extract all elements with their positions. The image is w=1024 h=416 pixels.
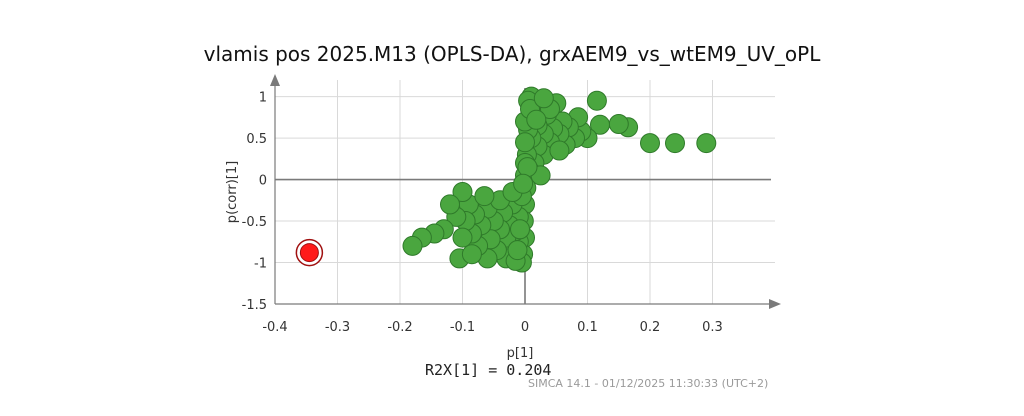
y-tick-labels: 1 0.5 0 -0.5 -1 -1.5 [242,91,267,313]
highlight-point [299,243,319,263]
data-point [452,227,473,248]
y-tick-label: -0.5 [242,215,267,230]
y-tick-label: 0.5 [246,132,267,147]
data-point [507,240,528,261]
y-tick-label: 1 [259,91,267,106]
data-point [515,132,535,153]
y-axis-arrow [270,74,280,86]
x-tick-labels: -0.4 -0.3 -0.2 -0.1 0 0.1 0.2 0.3 [262,320,723,335]
data-point [513,173,534,194]
data-point [549,140,570,161]
x-tick-label: -0.4 [262,320,287,335]
y-tick-label: 0 [259,174,267,189]
data-point [517,157,538,178]
data-point [640,133,660,154]
x-axis-arrow [769,299,781,309]
x-tick-label: -0.3 [325,320,350,335]
x-tick-label: 0.1 [577,320,598,335]
highlighted-points [295,238,324,267]
r2x-annotation: R2X[1] = 0.204 [425,361,551,379]
chart-title: vlamis pos 2025.M13 (OPLS-DA), grxAEM9_v… [204,42,822,66]
data-point [533,88,554,109]
data-points [402,86,717,273]
x-tick-label: 0.2 [640,320,661,335]
data-point [461,244,482,265]
data-point [452,182,473,202]
data-point [665,133,685,154]
y-tick-label: -1 [254,257,267,272]
data-point [402,235,423,256]
y-axis-label: p(corr)[1] [225,161,240,223]
data-point [440,194,460,215]
data-point [590,114,610,135]
data-point [474,186,495,207]
data-point [510,219,530,240]
y-tick-label: -1.5 [242,298,267,313]
x-tick-label: -0.1 [450,320,475,335]
data-point [608,114,629,134]
software-footer: SIMCA 14.1 - 01/12/2025 11:30:33 (UTC+2) [528,377,768,390]
data-point [526,109,547,130]
x-tick-label: -0.2 [387,320,412,335]
x-axis-label: p[1] [507,346,534,361]
x-tick-label: 0 [521,320,529,335]
x-tick-label: 0.3 [702,320,723,335]
data-point [696,133,717,154]
data-point [586,90,607,111]
